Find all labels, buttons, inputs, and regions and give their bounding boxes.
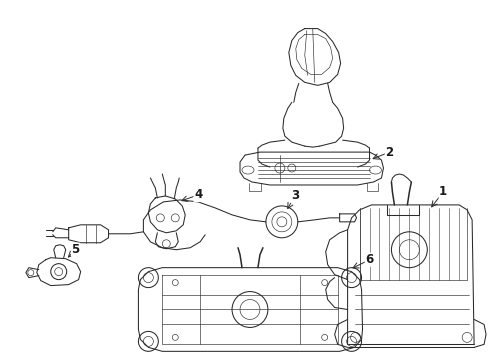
Text: 2: 2 — [385, 145, 393, 159]
Text: 3: 3 — [290, 189, 298, 202]
Text: 5: 5 — [71, 243, 80, 256]
Text: 4: 4 — [194, 188, 202, 202]
Text: 1: 1 — [438, 185, 447, 198]
Text: 6: 6 — [365, 253, 373, 266]
